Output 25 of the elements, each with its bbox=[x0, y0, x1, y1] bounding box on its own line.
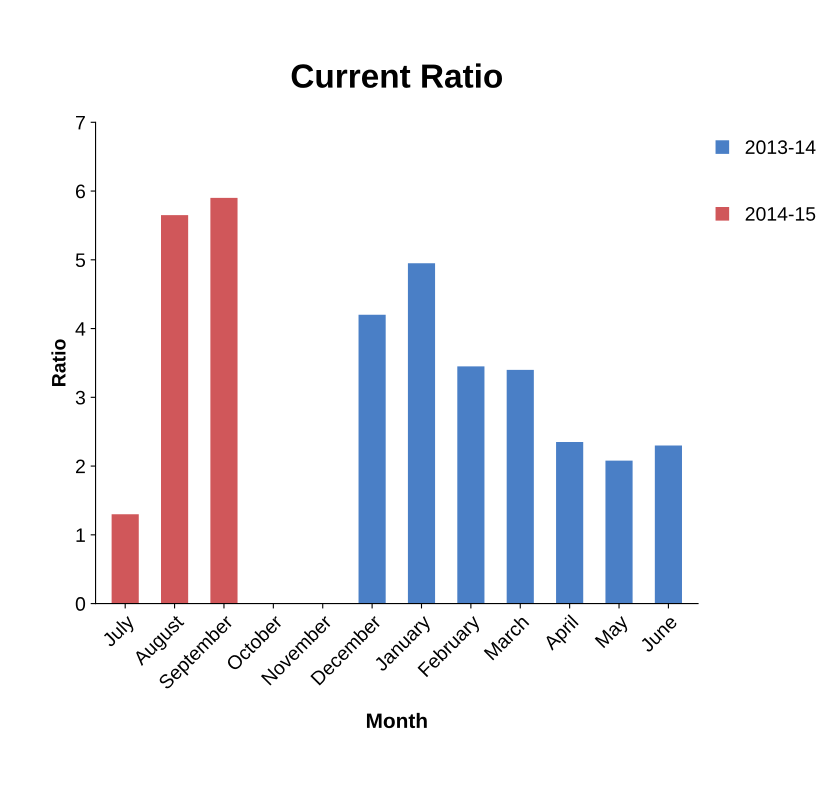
y-tick-label: 2 bbox=[76, 460, 85, 474]
x-tick-label: May bbox=[594, 614, 632, 651]
bar bbox=[210, 198, 238, 604]
bar bbox=[556, 442, 584, 604]
bar bbox=[506, 370, 534, 604]
y-tick-label: 0 bbox=[76, 597, 86, 611]
x-axis-title: Month bbox=[366, 712, 427, 728]
bar bbox=[358, 314, 386, 604]
bar bbox=[457, 366, 484, 604]
y-tick-label: 4 bbox=[75, 322, 86, 336]
y-tick-label: 3 bbox=[76, 390, 85, 405]
chart-title: Current Ratio bbox=[292, 63, 502, 88]
y-axis-title: Ratio bbox=[51, 339, 66, 386]
bar bbox=[161, 215, 188, 604]
bar bbox=[408, 263, 436, 604]
bar bbox=[605, 460, 633, 604]
bar bbox=[112, 514, 139, 604]
y-tick-label: 1 bbox=[76, 528, 85, 542]
y-tick-label: 6 bbox=[76, 184, 85, 198]
x-tick-label: July bbox=[100, 613, 138, 650]
y-tick-label: 7 bbox=[76, 116, 85, 130]
legend-label: 2014-15 bbox=[746, 207, 816, 221]
bar bbox=[654, 445, 682, 604]
y-tick-label: 5 bbox=[76, 253, 86, 268]
legend-label: 2013-14 bbox=[746, 140, 816, 154]
